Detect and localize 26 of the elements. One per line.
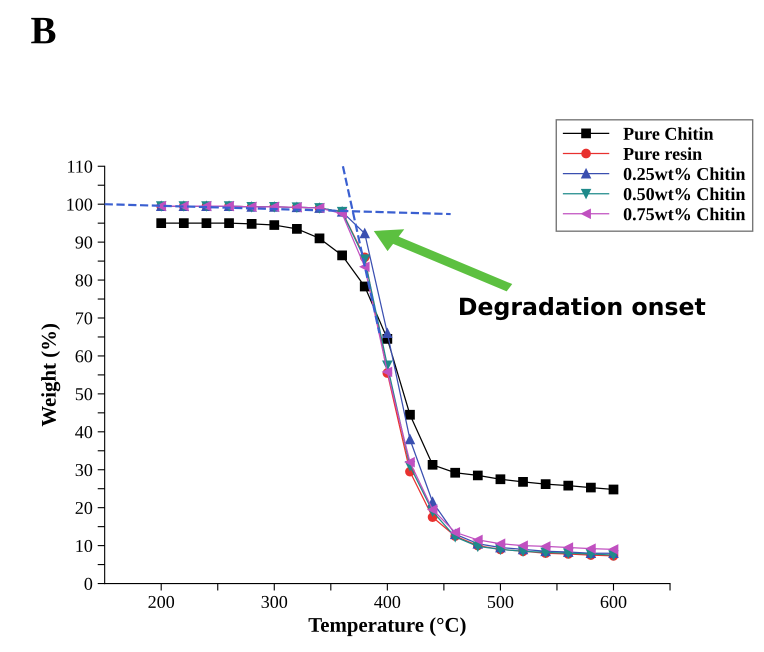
x-tick-label: 400 xyxy=(374,596,400,608)
text: B xyxy=(31,18,56,44)
y-axis-title: Weight (%) xyxy=(41,324,60,426)
x-axis-title: Temperature (°C) xyxy=(308,617,466,636)
x-tick-label: 200 xyxy=(148,596,174,608)
legend-label: 0.25wt% Chitin xyxy=(624,167,746,180)
y-tick-label: 10 xyxy=(76,540,92,552)
y-tick-label: 110 xyxy=(68,160,92,173)
y-tick-label: 100 xyxy=(67,198,92,211)
x-tick-label: 300 xyxy=(262,596,288,608)
annotation: Degradation onset xyxy=(460,297,706,320)
legend-label: Pure resin xyxy=(623,147,702,160)
legend-label: 0.75wt% Chitin xyxy=(624,208,746,220)
x-tick-label: 600 xyxy=(600,596,626,608)
y-tick-label: 70 xyxy=(76,312,92,324)
y-tick-label: 30 xyxy=(76,464,92,476)
y-tick-label: 0 xyxy=(84,578,92,590)
legend-label: Pure Chitin xyxy=(623,127,714,140)
y-tick-label: 90 xyxy=(75,236,92,249)
y-tick-label: 80 xyxy=(75,274,92,287)
x-tick-label: 500 xyxy=(488,596,514,608)
y-tick-label: 20 xyxy=(76,502,92,514)
y-tick-label: 60 xyxy=(76,350,92,362)
legend-label: 0.50wt% Chitin xyxy=(624,187,746,200)
y-tick-label: 40 xyxy=(75,426,92,438)
y-tick-label: 50 xyxy=(76,388,92,400)
